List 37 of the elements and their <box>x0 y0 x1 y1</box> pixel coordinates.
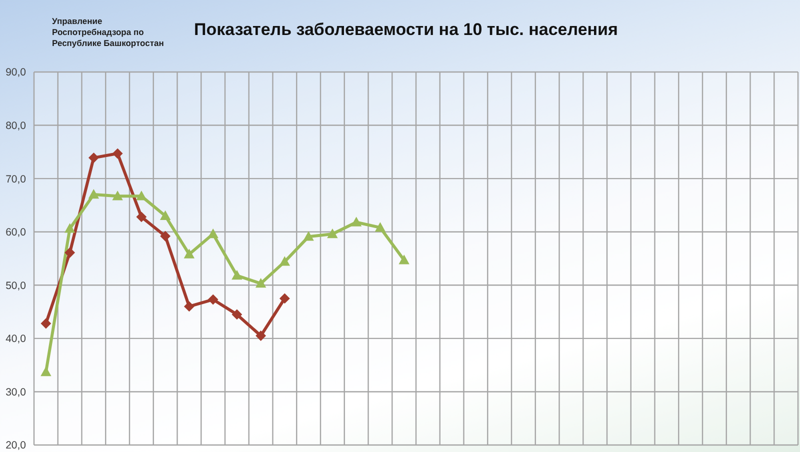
point <box>40 367 51 376</box>
point <box>208 228 218 238</box>
point <box>64 224 75 233</box>
point <box>375 222 386 232</box>
point <box>232 309 242 320</box>
chart-title: Показатель заболеваемости на 10 тыс. населения <box>194 20 618 39</box>
y-tick-label: 60,0 <box>6 226 26 239</box>
y-tick-label: 20,0 <box>6 440 26 452</box>
point <box>280 256 290 266</box>
point <box>304 232 314 241</box>
point <box>88 190 99 199</box>
point <box>64 248 75 258</box>
point <box>40 318 51 329</box>
point <box>136 191 146 200</box>
point <box>232 270 242 280</box>
y-tick-label: 40,0 <box>6 333 26 346</box>
point <box>327 228 338 238</box>
y-tick-label: 70,0 <box>6 173 26 186</box>
point <box>160 210 170 220</box>
point <box>184 301 194 312</box>
point <box>256 278 266 288</box>
point <box>208 294 218 305</box>
point <box>280 293 290 304</box>
point <box>256 330 266 341</box>
text: Управление Роспотребнадзора по Республике Башкортостан <box>52 16 165 49</box>
point <box>351 217 362 226</box>
point <box>399 255 410 264</box>
point <box>136 212 146 222</box>
y-tick-label: 90,0 <box>6 66 26 79</box>
y-tick-label: 30,0 <box>6 386 26 398</box>
y-tick-label: 50,0 <box>6 280 26 292</box>
point <box>184 249 194 258</box>
point <box>88 152 99 163</box>
point <box>112 148 123 159</box>
y-tick-label: 80,0 <box>6 120 26 132</box>
point <box>112 191 123 200</box>
point <box>160 231 170 242</box>
